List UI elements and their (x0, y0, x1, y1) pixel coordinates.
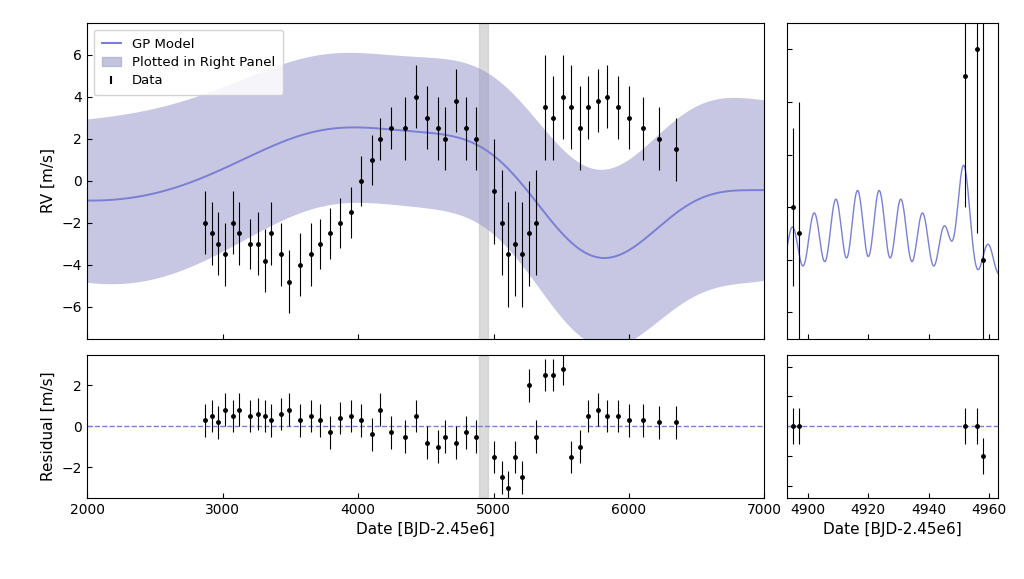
Bar (479, 354, 488, 498)
X-axis label: Date [BJD-2.45e6]: Date [BJD-2.45e6] (356, 522, 496, 537)
Bar (479, 23, 488, 339)
Y-axis label: Residual [m/s]: Residual [m/s] (41, 372, 56, 481)
X-axis label: Date [BJD-2.45e6]: Date [BJD-2.45e6] (823, 522, 962, 537)
Y-axis label: RV [m/s]: RV [m/s] (41, 148, 56, 213)
Legend: GP Model, Plotted in Right Panel, Data: GP Model, Plotted in Right Panel, Data (93, 30, 283, 95)
